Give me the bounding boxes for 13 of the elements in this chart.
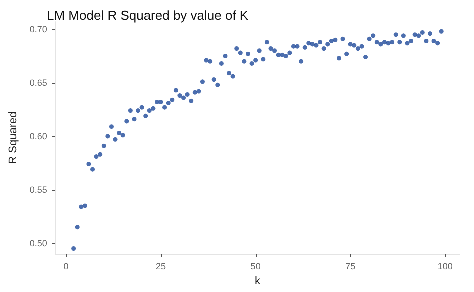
- x-tick-label: 50: [250, 262, 261, 272]
- x-tick-label: 100: [438, 262, 453, 272]
- x-axis-title: k: [254, 276, 261, 288]
- x-tick-label: 75: [346, 262, 356, 272]
- y-tick-label: 0.70: [30, 24, 48, 34]
- x-tick-label: 0: [64, 262, 69, 272]
- y-tick-label: 0.50: [30, 238, 48, 248]
- y-tick-label: 0.55: [30, 184, 48, 195]
- y-tick-label: 0.60: [30, 131, 48, 142]
- y-tick-label: 0.65: [30, 78, 48, 88]
- y-axis-title: R Squared: [8, 112, 20, 164]
- x-tick-label: 25: [156, 262, 166, 272]
- chart-title: LM Model R Squared by value of K: [47, 8, 249, 23]
